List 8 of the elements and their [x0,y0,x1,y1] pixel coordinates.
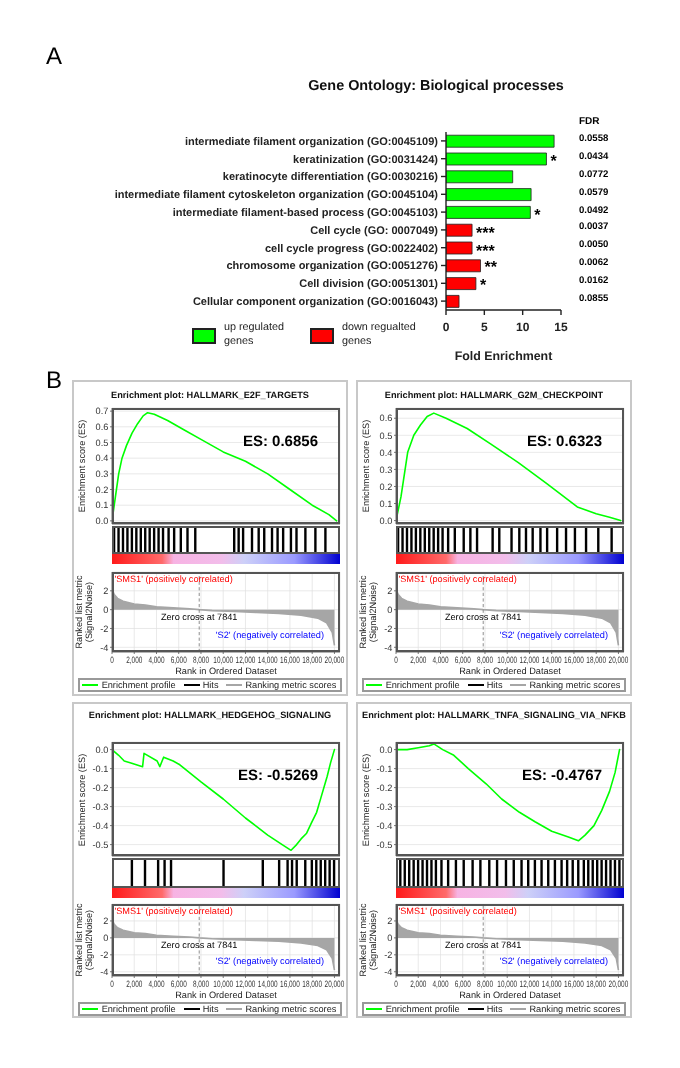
annotation: *** [476,223,495,242]
annotation: * [550,152,557,171]
annotation: * [534,205,541,224]
text: B [46,366,63,394]
text: A [46,42,63,70]
annotation: ** [484,258,497,277]
annotation: * [479,276,487,295]
annotation: *** [476,241,495,260]
